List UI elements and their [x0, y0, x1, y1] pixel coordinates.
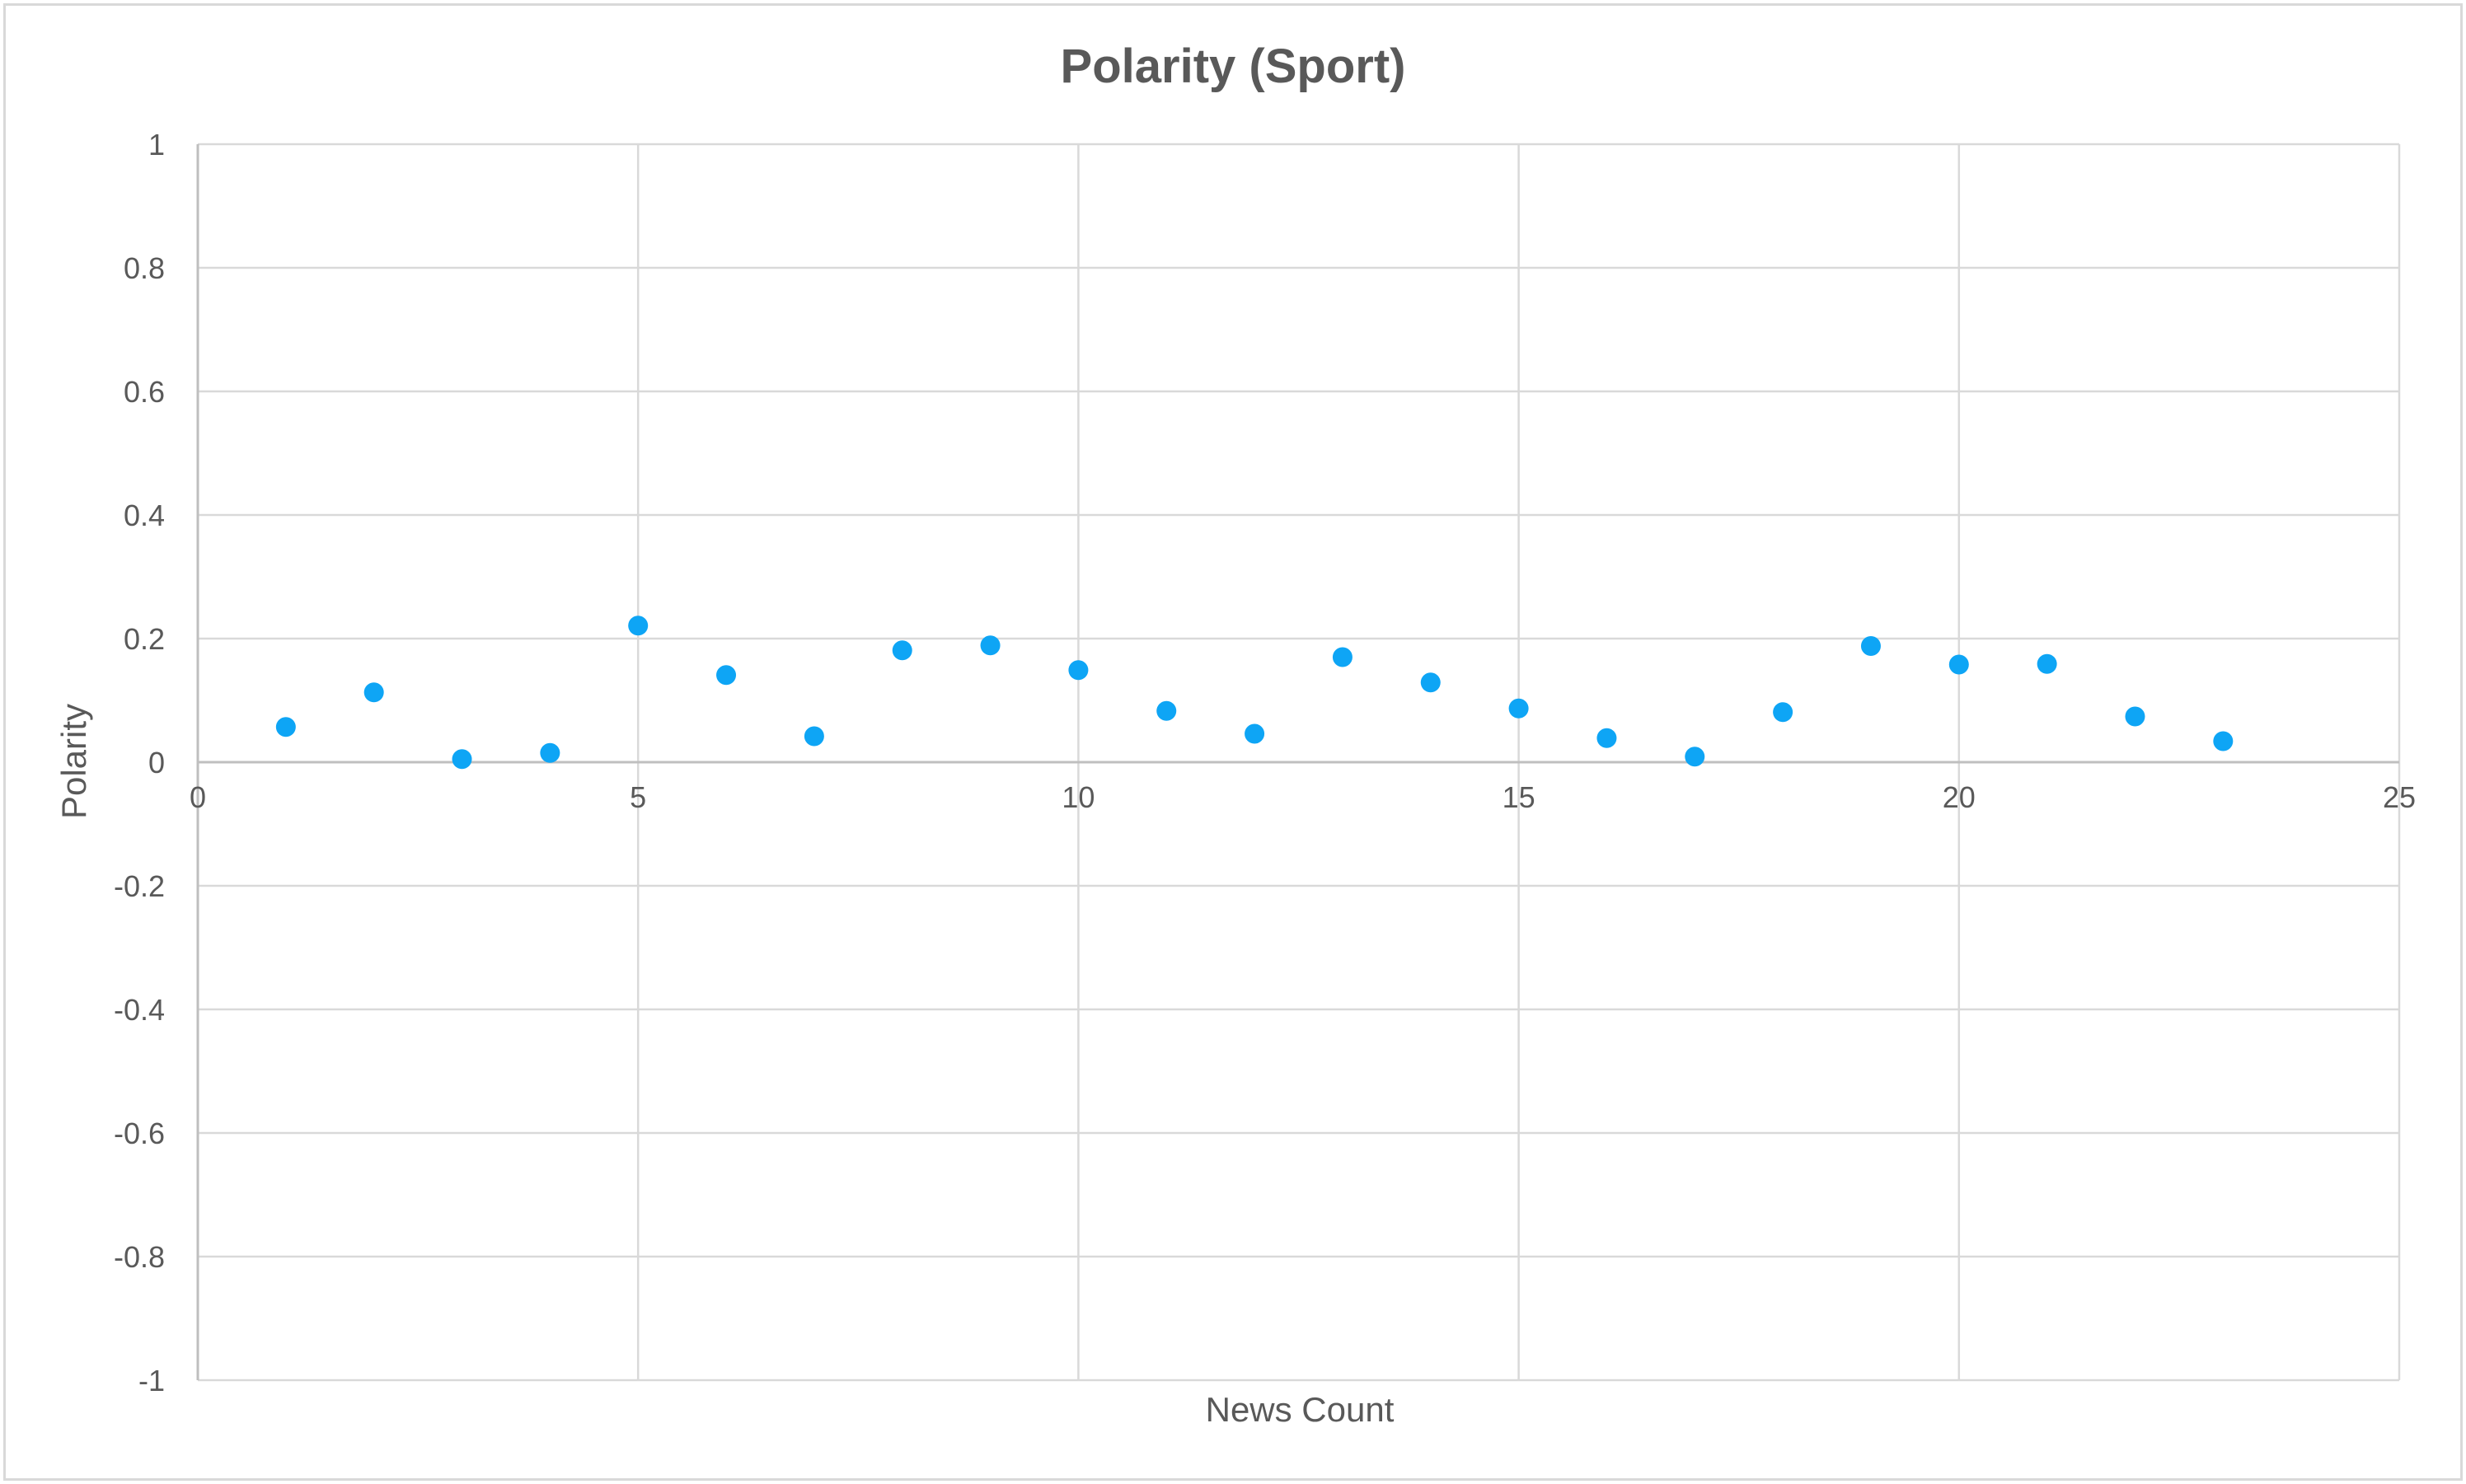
data-point	[1860, 636, 1881, 656]
chart-frame	[3, 3, 2463, 1481]
data-point	[1596, 728, 1617, 748]
data-point	[804, 726, 824, 747]
data-point	[2125, 706, 2145, 727]
y-tick-label: 0.4	[124, 499, 165, 532]
data-point	[892, 640, 912, 661]
data-point	[1420, 672, 1441, 693]
data-point	[1245, 723, 1265, 744]
x-tick-label: 10	[1062, 780, 1095, 814]
data-point	[1156, 700, 1177, 721]
data-point	[1068, 660, 1089, 681]
data-point	[2037, 653, 2057, 674]
data-point	[275, 717, 296, 737]
y-tick-label: -0.4	[114, 993, 165, 1027]
y-tick-label: -0.2	[114, 869, 165, 903]
data-point	[1773, 702, 1793, 723]
x-tick-label: 5	[630, 780, 646, 814]
x-axis-title: News Count	[1206, 1390, 1395, 1429]
data-point	[980, 635, 1001, 656]
y-tick-label: -1	[138, 1364, 165, 1397]
chart-title: Polarity (Sport)	[1061, 40, 1406, 93]
y-tick-labels: 1 0.8 0.6 0.4 0.2 0 -0.2 -0.4 -0.6 -0.8 -1	[114, 128, 165, 1397]
data-point	[2213, 731, 2234, 751]
y-tick-label: -0.8	[114, 1240, 165, 1274]
x-tick-label: 20	[1943, 780, 1976, 814]
x-tick-label: 25	[2383, 780, 2416, 814]
y-tick-label: 0.2	[124, 622, 165, 656]
data-point	[1332, 647, 1353, 667]
y-axis-title: Polarity	[54, 704, 93, 819]
data-point	[363, 682, 384, 703]
y-tick-label: 1	[148, 128, 165, 162]
axes	[196, 144, 2399, 1380]
x-tick-labels: 0 5 10 15 20 25	[190, 780, 2416, 814]
y-tick-label: -0.6	[114, 1117, 165, 1150]
x-tick-label: 15	[1503, 780, 1535, 814]
data-point	[452, 749, 472, 770]
data-point	[628, 616, 649, 636]
x-tick-label: 0	[190, 780, 206, 814]
y-tick-label: 0.8	[124, 251, 165, 285]
data-points	[275, 616, 2234, 770]
y-tick-label: 0.6	[124, 375, 165, 409]
y-tick-label: 0	[148, 746, 165, 779]
data-point	[540, 742, 560, 763]
data-point	[1685, 747, 1705, 767]
data-point	[1508, 698, 1529, 719]
data-point	[1948, 654, 1969, 675]
data-point	[716, 665, 737, 686]
